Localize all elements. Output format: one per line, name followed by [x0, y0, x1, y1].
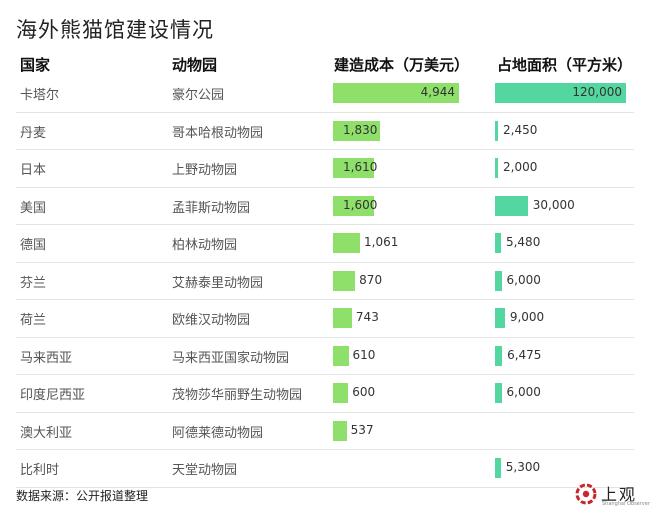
zoo-cell: 豪尔公园 — [172, 88, 225, 103]
area-bar — [495, 270, 502, 291]
row-divider — [16, 224, 634, 225]
zoo-cell: 哥本哈根动物园 — [172, 125, 264, 141]
area-bar — [495, 383, 502, 403]
country-cell: 印度尼西亚 — [20, 388, 86, 403]
header-country: 国家 — [20, 56, 51, 74]
country-cell: 美国 — [20, 200, 47, 216]
logo-text: 上观 — [601, 485, 638, 504]
zoo-cell: 欧维汉动物园 — [172, 313, 251, 328]
area-value-label: 6,000 — [506, 385, 541, 399]
table-row: 比利时 天堂动物园 5,300 — [0, 450, 660, 488]
logo-subtitle: Shanghai Observer — [602, 501, 650, 507]
country-cell: 马来西亚 — [20, 350, 73, 366]
cost-bar — [333, 120, 380, 141]
area-bar — [495, 345, 503, 366]
area-value-label: 9,000 — [509, 310, 545, 324]
country-cell: 日本 — [20, 163, 47, 178]
row-divider — [16, 299, 634, 300]
cost-value-label: 600 — [352, 385, 376, 399]
zoo-cell: 艾赫泰里动物园 — [172, 275, 264, 291]
table-row: 马来西亚 马来西亚国家动物园 610 6,475 — [0, 338, 660, 375]
cost-value-label: 1,830 — [343, 122, 378, 137]
table-row: 荷兰 欧维汉动物园 743 9,000 — [0, 300, 660, 338]
row-divider — [16, 261, 634, 263]
country-cell: 比利时 — [20, 463, 60, 478]
table-row: 美国 孟菲斯动物园 1,600 30,000 — [0, 188, 660, 225]
area-bar — [495, 120, 498, 141]
source-note: 数据来源：公开报道整理 — [16, 489, 149, 503]
area-bar — [495, 233, 501, 253]
cost-value-label: 1,061 — [364, 235, 399, 249]
table-row: 芬兰 艾赫泰里动物园 870 6,000 — [0, 263, 660, 300]
cost-bar — [333, 383, 349, 403]
cost-value-label: 1,600 — [343, 197, 378, 212]
row-divider — [16, 336, 634, 338]
row-divider — [16, 149, 634, 150]
row-divider — [16, 111, 634, 113]
area-bar — [495, 83, 626, 103]
row-divider — [16, 449, 634, 450]
row-divider — [16, 374, 634, 375]
row-divider — [16, 486, 634, 488]
table-row: 澳大利亚 阿德莱德动物园 537 — [0, 413, 660, 450]
chart-title: 海外熊猫馆建设情况 — [16, 18, 214, 42]
cost-bar — [333, 308, 352, 328]
table-row: 德国 柏林动物园 1,061 5,480 — [0, 225, 660, 263]
cost-value-label: 4,944 — [420, 85, 455, 99]
header-area: 占地面积（平方米） — [497, 56, 633, 74]
zoo-cell: 马来西亚国家动物园 — [172, 350, 290, 366]
area-value-label: 120,000 — [572, 85, 622, 99]
zoo-cell: 上野动物园 — [172, 163, 238, 178]
area-value-label: 30,000 — [532, 197, 575, 212]
cost-bar — [333, 195, 374, 216]
cost-value-label: 743 — [355, 310, 379, 324]
cost-value-label: 610 — [352, 347, 376, 362]
cost-value-label: 537 — [350, 422, 374, 437]
cost-value-label: 1,610 — [343, 160, 378, 174]
cost-bar — [333, 158, 375, 178]
row-divider — [16, 411, 634, 413]
cost-value-label: 870 — [359, 272, 383, 287]
area-bar — [495, 308, 505, 328]
country-cell: 卡塔尔 — [20, 88, 60, 103]
country-cell: 荷兰 — [20, 313, 47, 328]
zoo-cell: 天堂动物园 — [172, 463, 238, 478]
area-bar — [495, 158, 498, 178]
shanghai-observer-logo-icon — [575, 483, 597, 505]
cost-bar — [333, 345, 349, 366]
zoo-cell: 孟菲斯动物园 — [172, 200, 251, 216]
table-row: 丹麦 哥本哈根动物园 1,830 2,450 — [0, 113, 660, 150]
country-cell: 芬兰 — [20, 275, 47, 291]
cost-bar — [333, 420, 347, 441]
area-value-label: 5,480 — [505, 235, 541, 249]
area-bar — [495, 458, 501, 478]
table-row: 印度尼西亚 茂物莎华丽野生动物园 600 6,000 — [0, 375, 660, 413]
cost-bar — [333, 233, 361, 253]
zoo-cell: 柏林动物园 — [172, 238, 238, 253]
zoo-cell: 茂物莎华丽野生动物园 — [172, 388, 303, 403]
area-value-label: 2,000 — [503, 160, 538, 174]
area-value-label: 5,300 — [505, 460, 541, 474]
row-divider — [16, 186, 634, 188]
cost-bar — [333, 270, 356, 291]
table-row: 日本 上野动物园 1,610 2,000 — [0, 150, 660, 188]
area-value-label: 2,450 — [503, 122, 538, 137]
country-cell: 丹麦 — [20, 125, 47, 141]
area-bar — [495, 195, 528, 216]
area-value-label: 6,000 — [506, 272, 541, 287]
area-value-label: 6,475 — [507, 347, 542, 362]
publisher-logo: 上观 Shanghai Observer — [575, 481, 655, 507]
cost-bar — [333, 83, 459, 103]
table-row: 卡塔尔 豪尔公园 4,944 120,000 — [0, 75, 660, 113]
header-cost: 建造成本（万美元） — [334, 56, 470, 74]
zoo-cell: 阿德莱德动物园 — [172, 425, 264, 441]
header-zoo: 动物园 — [172, 56, 218, 74]
country-cell: 澳大利亚 — [20, 425, 73, 441]
country-cell: 德国 — [20, 238, 47, 253]
